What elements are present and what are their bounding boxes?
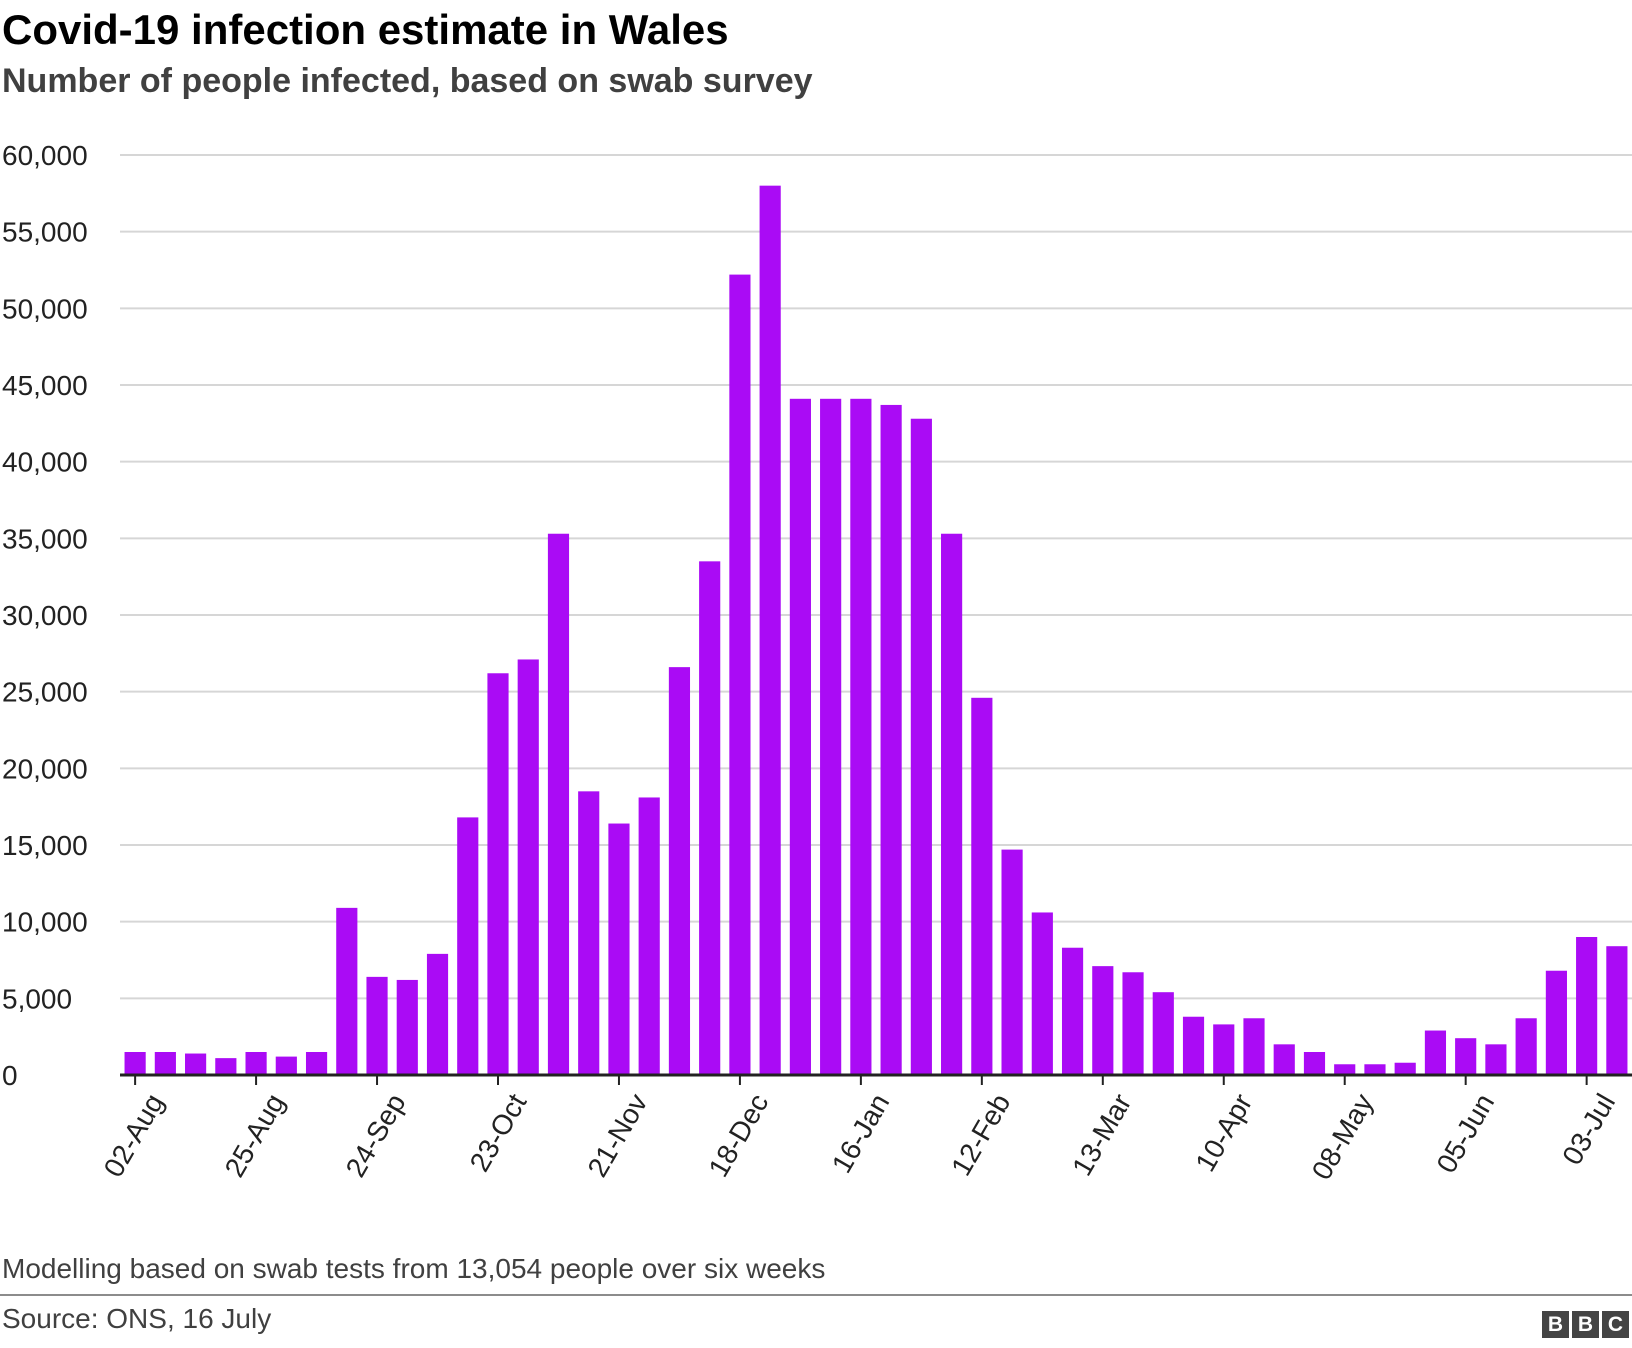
x-tick-label: 18-Dec — [702, 1089, 774, 1183]
bar — [638, 797, 660, 1075]
logo-letter: B — [1572, 1311, 1599, 1338]
x-axis-tick-labels: 02-Aug 25-Aug 24-Sep 23-Oct 21-Nov 18-Dec 16-J… — [98, 1075, 1621, 1185]
bar — [941, 533, 963, 1075]
y-tick-label: 15,000 — [2, 830, 88, 861]
x-tick-label: 23-Oct — [464, 1088, 533, 1176]
y-axis-tick-labels: 0 5,000 10,000 15,000 20,000 25,000 30,000 35,0… — [2, 140, 88, 1091]
y-tick-label: 35,000 — [2, 523, 88, 554]
bar — [1122, 972, 1144, 1075]
bars — [124, 185, 1628, 1076]
bar — [759, 185, 781, 1075]
bar — [1182, 1016, 1205, 1075]
y-tick-label: 25,000 — [2, 677, 88, 708]
bar — [1364, 1064, 1386, 1075]
bar — [1092, 966, 1114, 1075]
bar — [1455, 1038, 1477, 1075]
bar — [729, 274, 751, 1076]
bar — [910, 418, 932, 1075]
y-tick-label: 5,000 — [2, 983, 72, 1014]
x-tick-label: 13-Mar — [1066, 1089, 1137, 1181]
bar — [1606, 946, 1628, 1075]
bar — [1303, 1052, 1326, 1075]
bar — [1031, 912, 1053, 1075]
bar — [578, 791, 600, 1075]
source-text: Source: ONS, 16 July — [2, 1303, 272, 1334]
bar — [457, 817, 479, 1075]
bar — [1424, 1030, 1447, 1075]
bar — [1515, 1018, 1537, 1075]
bar — [154, 1052, 176, 1075]
chart-subtitle: Number of people infected, based on swab… — [2, 62, 813, 100]
logo-letter: C — [1602, 1311, 1629, 1338]
y-tick-label: 0 — [2, 1060, 18, 1091]
bar — [820, 398, 842, 1075]
bar — [336, 907, 358, 1075]
bar — [1061, 947, 1084, 1075]
x-tick-label: 16-Jan — [826, 1089, 896, 1179]
y-tick-label: 45,000 — [2, 370, 88, 401]
bar — [366, 976, 388, 1075]
y-tick-label: 30,000 — [2, 600, 88, 631]
bar — [517, 659, 539, 1075]
bar — [124, 1052, 146, 1075]
x-tick-label: 05-Jun — [1431, 1089, 1501, 1179]
bar — [1576, 937, 1598, 1075]
bar — [1485, 1044, 1507, 1075]
bar — [789, 398, 811, 1075]
bar — [275, 1056, 297, 1075]
bar — [971, 697, 993, 1075]
bar — [396, 979, 418, 1075]
y-tick-label: 55,000 — [2, 217, 88, 248]
bar — [1545, 970, 1567, 1075]
bar — [1273, 1044, 1295, 1075]
x-tick-label: 21-Nov — [581, 1089, 653, 1183]
x-tick-label: 12-Feb — [945, 1089, 1016, 1181]
bar — [850, 398, 872, 1075]
x-tick-label: 10-Apr — [1189, 1089, 1258, 1177]
logo-letter: B — [1542, 1311, 1569, 1338]
gridlines — [120, 154, 1632, 1000]
bar — [245, 1052, 267, 1075]
chart-note: Modelling based on swab tests from 13,05… — [2, 1253, 826, 1284]
y-tick-label: 60,000 — [2, 140, 88, 171]
bar — [547, 533, 570, 1075]
x-tick-label: 03-Jul — [1556, 1089, 1621, 1171]
bar — [185, 1053, 207, 1075]
y-tick-label: 10,000 — [2, 907, 88, 938]
bar — [1152, 992, 1174, 1075]
bar — [880, 404, 902, 1075]
bar — [1334, 1064, 1356, 1075]
bar — [668, 667, 691, 1075]
x-tick-label: 25-Aug — [219, 1089, 291, 1183]
bar — [699, 561, 721, 1075]
chart-title: Covid-19 infection estimate in Wales — [2, 6, 729, 53]
bar — [1001, 849, 1023, 1075]
footer-divider — [0, 1294, 1632, 1296]
bar-chart: 0 5,000 10,000 15,000 20,000 25,000 30,000 35,0… — [2, 140, 1632, 1185]
y-tick-label: 50,000 — [2, 293, 88, 324]
bar — [1394, 1062, 1416, 1075]
bar — [215, 1058, 237, 1075]
y-tick-label: 40,000 — [2, 447, 88, 478]
x-tick-label: 24-Sep — [340, 1089, 412, 1183]
bar — [608, 823, 630, 1075]
x-tick-label: 02-Aug — [98, 1089, 170, 1183]
bar — [1243, 1018, 1265, 1075]
y-tick-label: 20,000 — [2, 753, 88, 784]
x-tick-label: 08-May — [1306, 1089, 1380, 1185]
bar — [1213, 1024, 1235, 1075]
bar — [426, 953, 449, 1075]
bar — [305, 1052, 328, 1075]
bar — [487, 673, 509, 1075]
bbc-logo: B B C — [1542, 1311, 1629, 1338]
